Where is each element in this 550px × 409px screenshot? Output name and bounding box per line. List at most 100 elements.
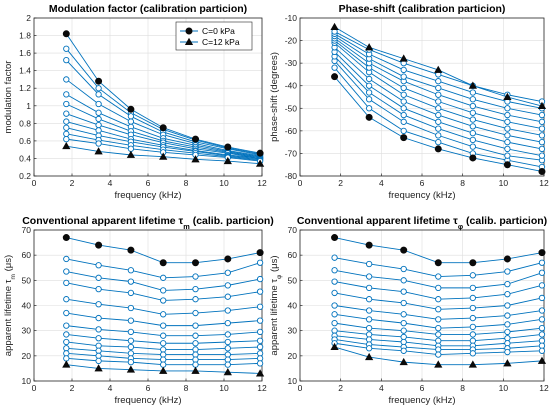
data-point [469,109,476,116]
data-point [127,343,135,351]
x-tick-label: 0 [298,383,303,393]
data-point [365,352,374,361]
data-point [223,367,232,376]
series-4 [63,279,264,304]
data-point [365,75,373,83]
data-point [538,152,546,159]
data-point [504,145,511,153]
data-point [224,293,231,300]
series-3 [331,57,546,164]
data-point [400,311,407,318]
data-point [468,360,477,368]
data-point [504,138,511,146]
series-2 [331,254,546,280]
y-axis-label: modulation factor [3,61,14,134]
data-point [538,316,546,323]
y-tick-label: 0.4 [19,153,31,163]
data-point [434,65,443,73]
x-tick-label: 0 [32,383,37,393]
data-point [538,249,546,257]
data-point [469,331,476,338]
data-point [62,141,71,150]
y-tick-label: 0.8 [19,118,31,128]
x-tick-label: 2 [338,383,343,393]
x-tick-label: 6 [420,383,425,393]
data-point [224,269,231,276]
legend-label: C=12 kPa [202,37,240,47]
data-point [469,129,476,137]
data-point [223,156,232,165]
series-11 [63,350,264,363]
data-point [435,324,442,332]
y-tick-label: 50 [22,275,32,285]
data-point [469,102,476,110]
series-9 [331,35,546,125]
data-point [95,357,102,365]
data-point [503,92,512,100]
data-point [127,145,135,152]
series-6 [63,309,264,329]
data-point [400,66,407,74]
data-point [256,149,264,157]
data-point [331,234,339,242]
data-point [469,89,476,96]
data-point [435,331,442,338]
data-point [63,355,70,362]
data-point [127,317,135,324]
y-tick-label: 40 [22,301,32,311]
data-point [435,118,442,125]
data-point [538,294,546,302]
data-point [62,360,71,368]
data-point [503,161,511,169]
series-13 [62,360,265,377]
data-point [95,127,102,134]
data-point [538,167,546,175]
x-tick-label: 6 [146,383,151,393]
data-point [537,101,547,110]
y-tick-label: 0.2 [19,171,31,181]
data-point [469,259,477,267]
chart-title: Modulation factor (calibration particion… [49,3,247,15]
data-point [504,268,511,275]
data-point [469,350,476,357]
data-point [400,299,407,307]
data-point [504,302,511,309]
data-point [434,360,443,368]
data-point [192,309,199,317]
series-3 [331,267,546,292]
data-point [63,91,70,98]
data-point [435,273,442,280]
data-point [504,125,511,132]
data-point [127,358,135,366]
data-point [127,289,135,297]
data-point [365,82,373,89]
data-point [94,364,103,372]
data-point [192,285,199,293]
data-point [127,118,135,125]
data-point [331,278,338,285]
data-point [95,109,102,116]
chart-title: Phase-shift (calibration particion) [339,3,506,15]
data-point [469,294,476,302]
data-point [126,150,136,158]
data-point [538,111,546,119]
data-point [192,273,199,280]
data-point [504,348,511,356]
data-point [63,130,70,138]
data-point [160,322,167,329]
data-point [127,328,135,336]
data-point [256,303,264,310]
data-point [256,249,264,257]
data-point [435,78,442,85]
x-tick-label: 6 [146,178,151,188]
data-point [330,22,339,31]
data-point [504,312,511,319]
data-point [504,118,511,125]
x-tick-label: 12 [539,178,549,188]
series-1 [62,234,264,267]
data-point [63,135,70,143]
data-point [538,282,546,289]
data-point [331,319,338,327]
data-point [95,91,102,98]
